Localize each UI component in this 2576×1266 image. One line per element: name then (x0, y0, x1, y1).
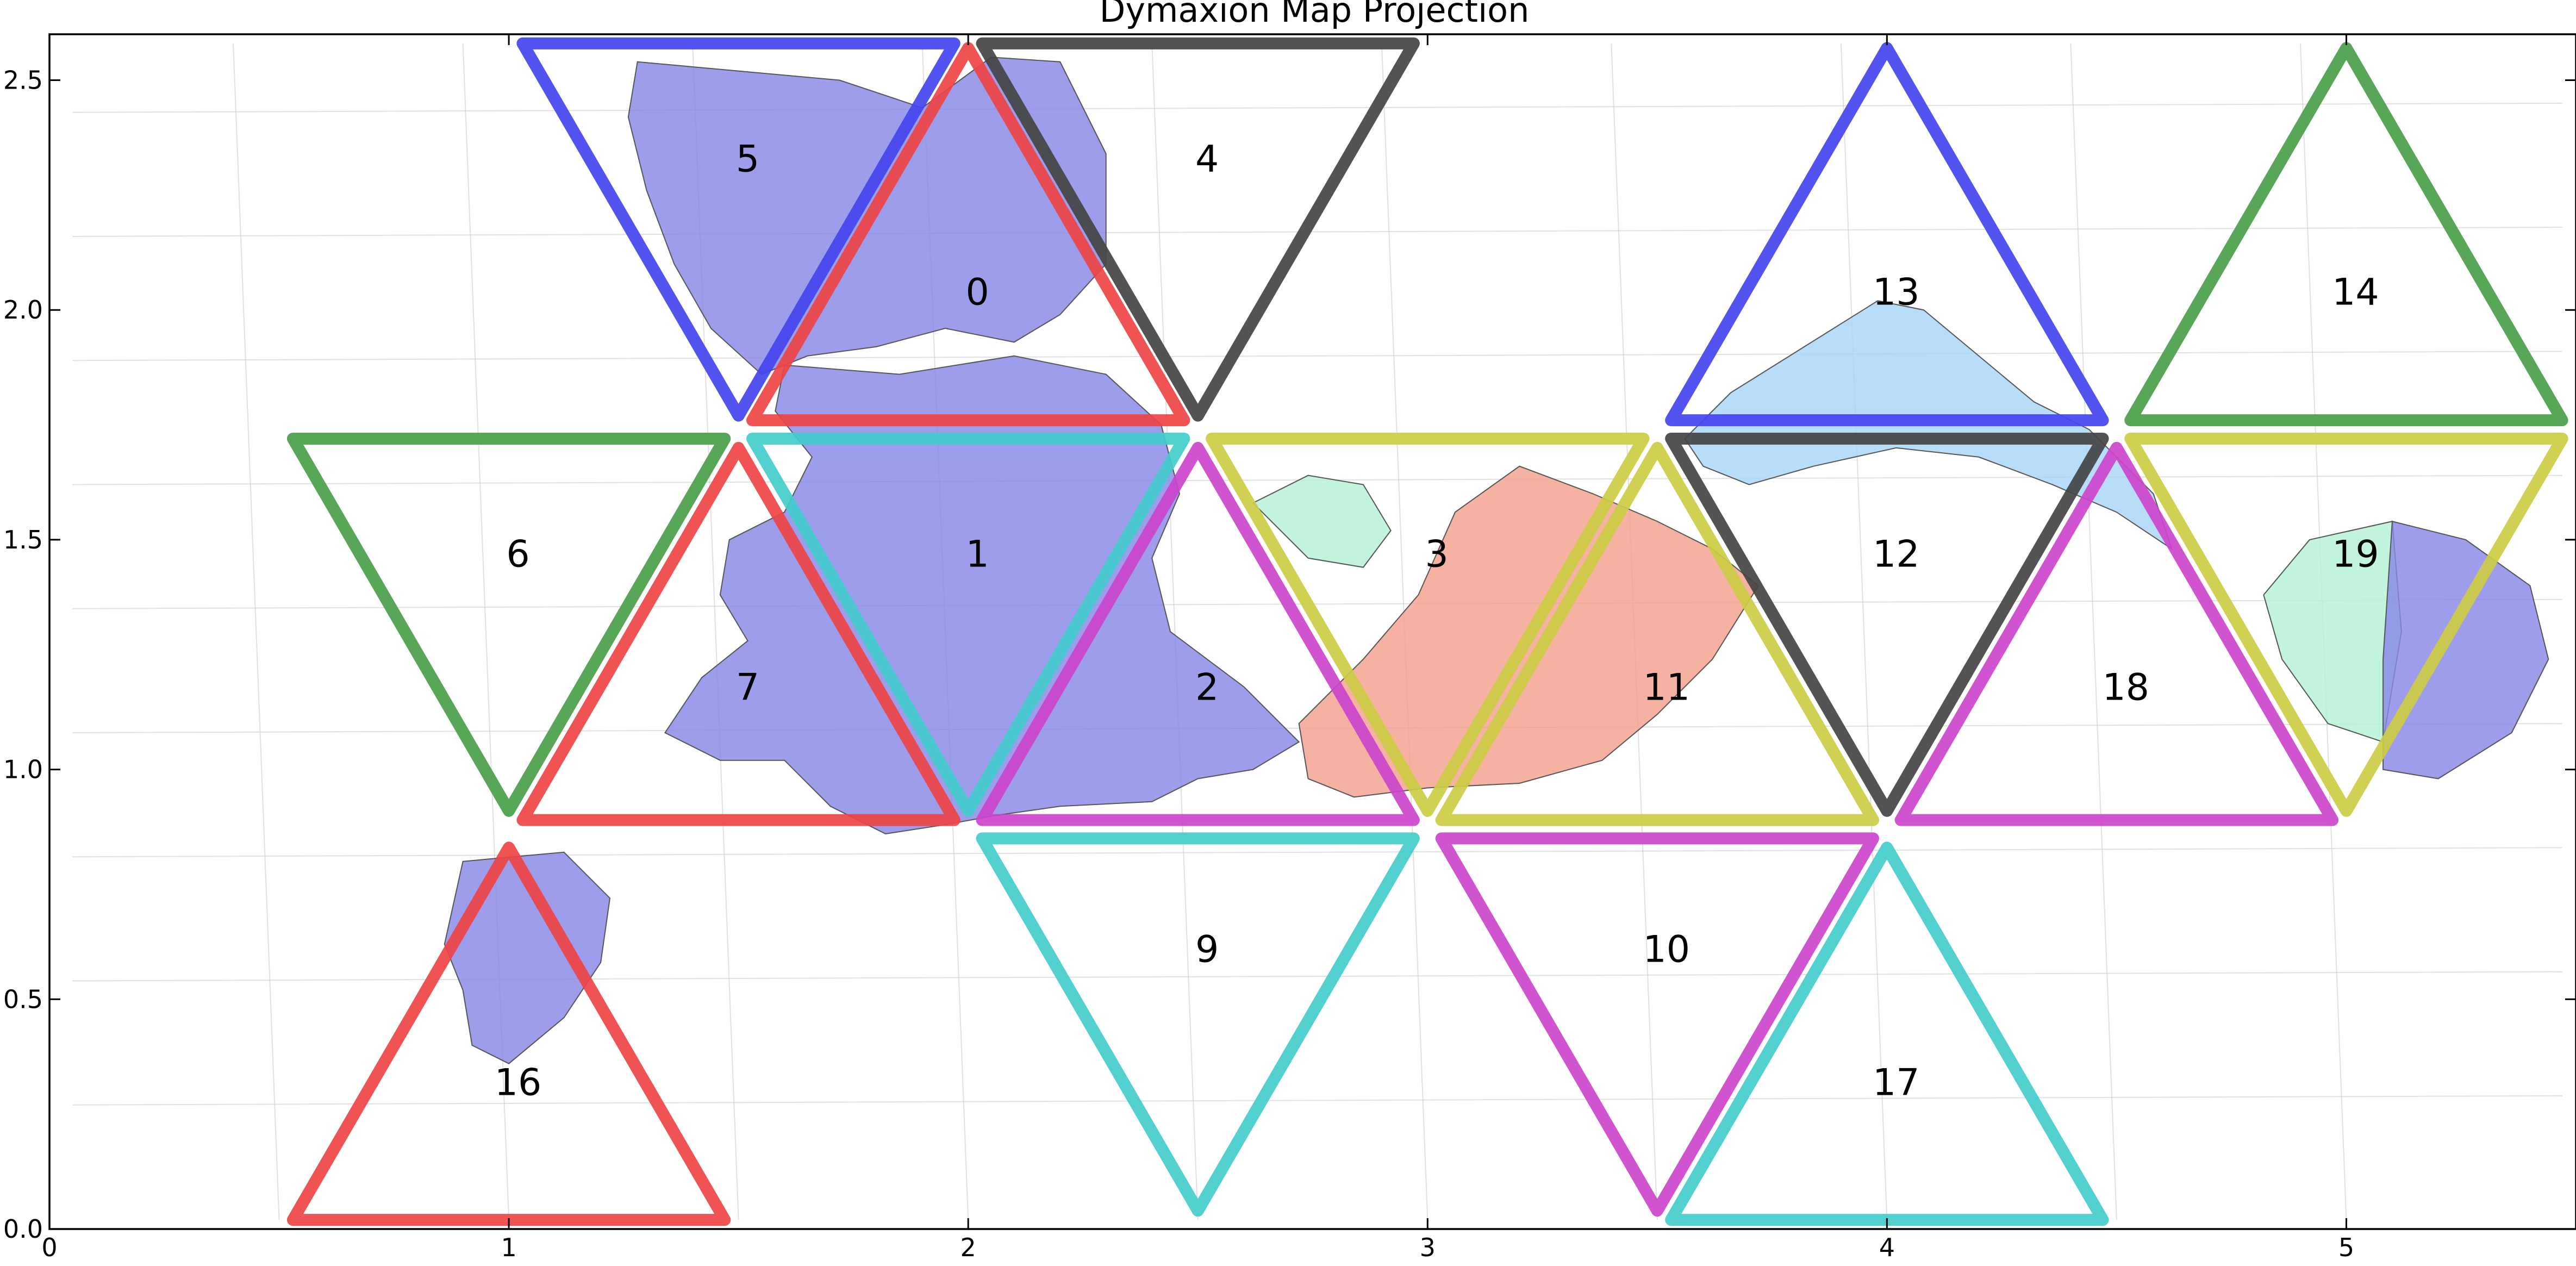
x-tick-label: 2 (960, 1233, 976, 1262)
face-triangle-2 (976, 441, 1420, 826)
y-tick-label: 0.0 (3, 1214, 43, 1244)
face-triangle-3 (1206, 432, 1650, 817)
face-triangle-17 (1665, 841, 2109, 1226)
face-triangle-5 (516, 37, 960, 422)
chart-title: Dymaxion Map Projection (1100, 0, 1530, 30)
face-triangle-10 (1435, 832, 1880, 1217)
face-triangle-11 (1435, 441, 1880, 826)
graticule-line (72, 847, 2562, 858)
face-label-1: 1 (965, 533, 989, 576)
graticule-line (2070, 43, 2117, 1220)
face-triangle-12 (1665, 432, 2109, 817)
graticule-line (1151, 43, 1199, 1220)
face-label-14: 14 (2332, 271, 2379, 314)
face-label-6: 6 (506, 533, 529, 576)
y-tick-label: 2.0 (3, 295, 43, 325)
face-label-11: 11 (1643, 666, 1690, 709)
face-triangle-0 (746, 42, 1190, 427)
plot-frame (48, 33, 2576, 1230)
graticule-line (72, 598, 2562, 609)
land-eurasia (664, 355, 1300, 835)
face-triangle-7 (516, 441, 960, 826)
face-label-5: 5 (736, 138, 759, 180)
face-label-3: 3 (1425, 533, 1449, 576)
graticule-line (72, 102, 2562, 113)
face-label-16: 16 (495, 1061, 542, 1104)
y-tick-label: 2.5 (3, 66, 43, 95)
face-label-0: 0 (965, 271, 989, 314)
x-tick-label: 0 (41, 1233, 57, 1262)
graticule-line (72, 1095, 2562, 1106)
land-greenland-arctic (1252, 475, 1392, 568)
face-triangle-19 (2124, 432, 2568, 817)
graticule-line (72, 227, 2562, 237)
face-triangle-14 (2124, 42, 2568, 427)
face-label-19: 19 (2332, 533, 2379, 576)
axes: 0 1 2 3 4 50.00.51.01.52.02.5 (3, 34, 2576, 1262)
land-australia-west (444, 851, 611, 1064)
y-tick-label: 1.0 (3, 755, 43, 784)
face-label-10: 10 (1643, 928, 1690, 971)
face-label-7: 7 (736, 666, 759, 709)
landmasses (444, 57, 2549, 1064)
graticule-line (233, 43, 280, 1220)
face-triangle-4 (976, 37, 1420, 422)
face-label-12: 12 (1873, 533, 1920, 576)
face-triangle-13 (1665, 42, 2109, 427)
face-label-13: 13 (1873, 271, 1920, 314)
x-tick-label: 5 (2338, 1233, 2354, 1262)
y-tick-label: 1.5 (3, 525, 43, 554)
x-tick-label: 1 (501, 1233, 516, 1262)
x-tick-label: 3 (1420, 1233, 1436, 1262)
land-antarctica-blue (2382, 520, 2549, 779)
face-triangle-18 (1894, 441, 2339, 826)
face-label-17: 17 (1873, 1061, 1920, 1104)
face-label-4: 4 (1195, 138, 1219, 180)
face-label-2: 2 (1195, 666, 1219, 709)
face-label-9: 9 (1195, 928, 1219, 971)
y-tick-label: 0.5 (3, 984, 43, 1014)
graticule-line (1840, 43, 1888, 1220)
graticule-line (72, 351, 2562, 361)
graticule-line (72, 971, 2562, 982)
icosahedron-faces (286, 37, 2568, 1226)
face-label-18: 18 (2103, 666, 2150, 709)
face-triangle-9 (976, 832, 1420, 1217)
face-triangle-1 (746, 432, 1190, 817)
face-triangle-6 (286, 432, 731, 817)
x-tick-label: 4 (1879, 1233, 1895, 1262)
